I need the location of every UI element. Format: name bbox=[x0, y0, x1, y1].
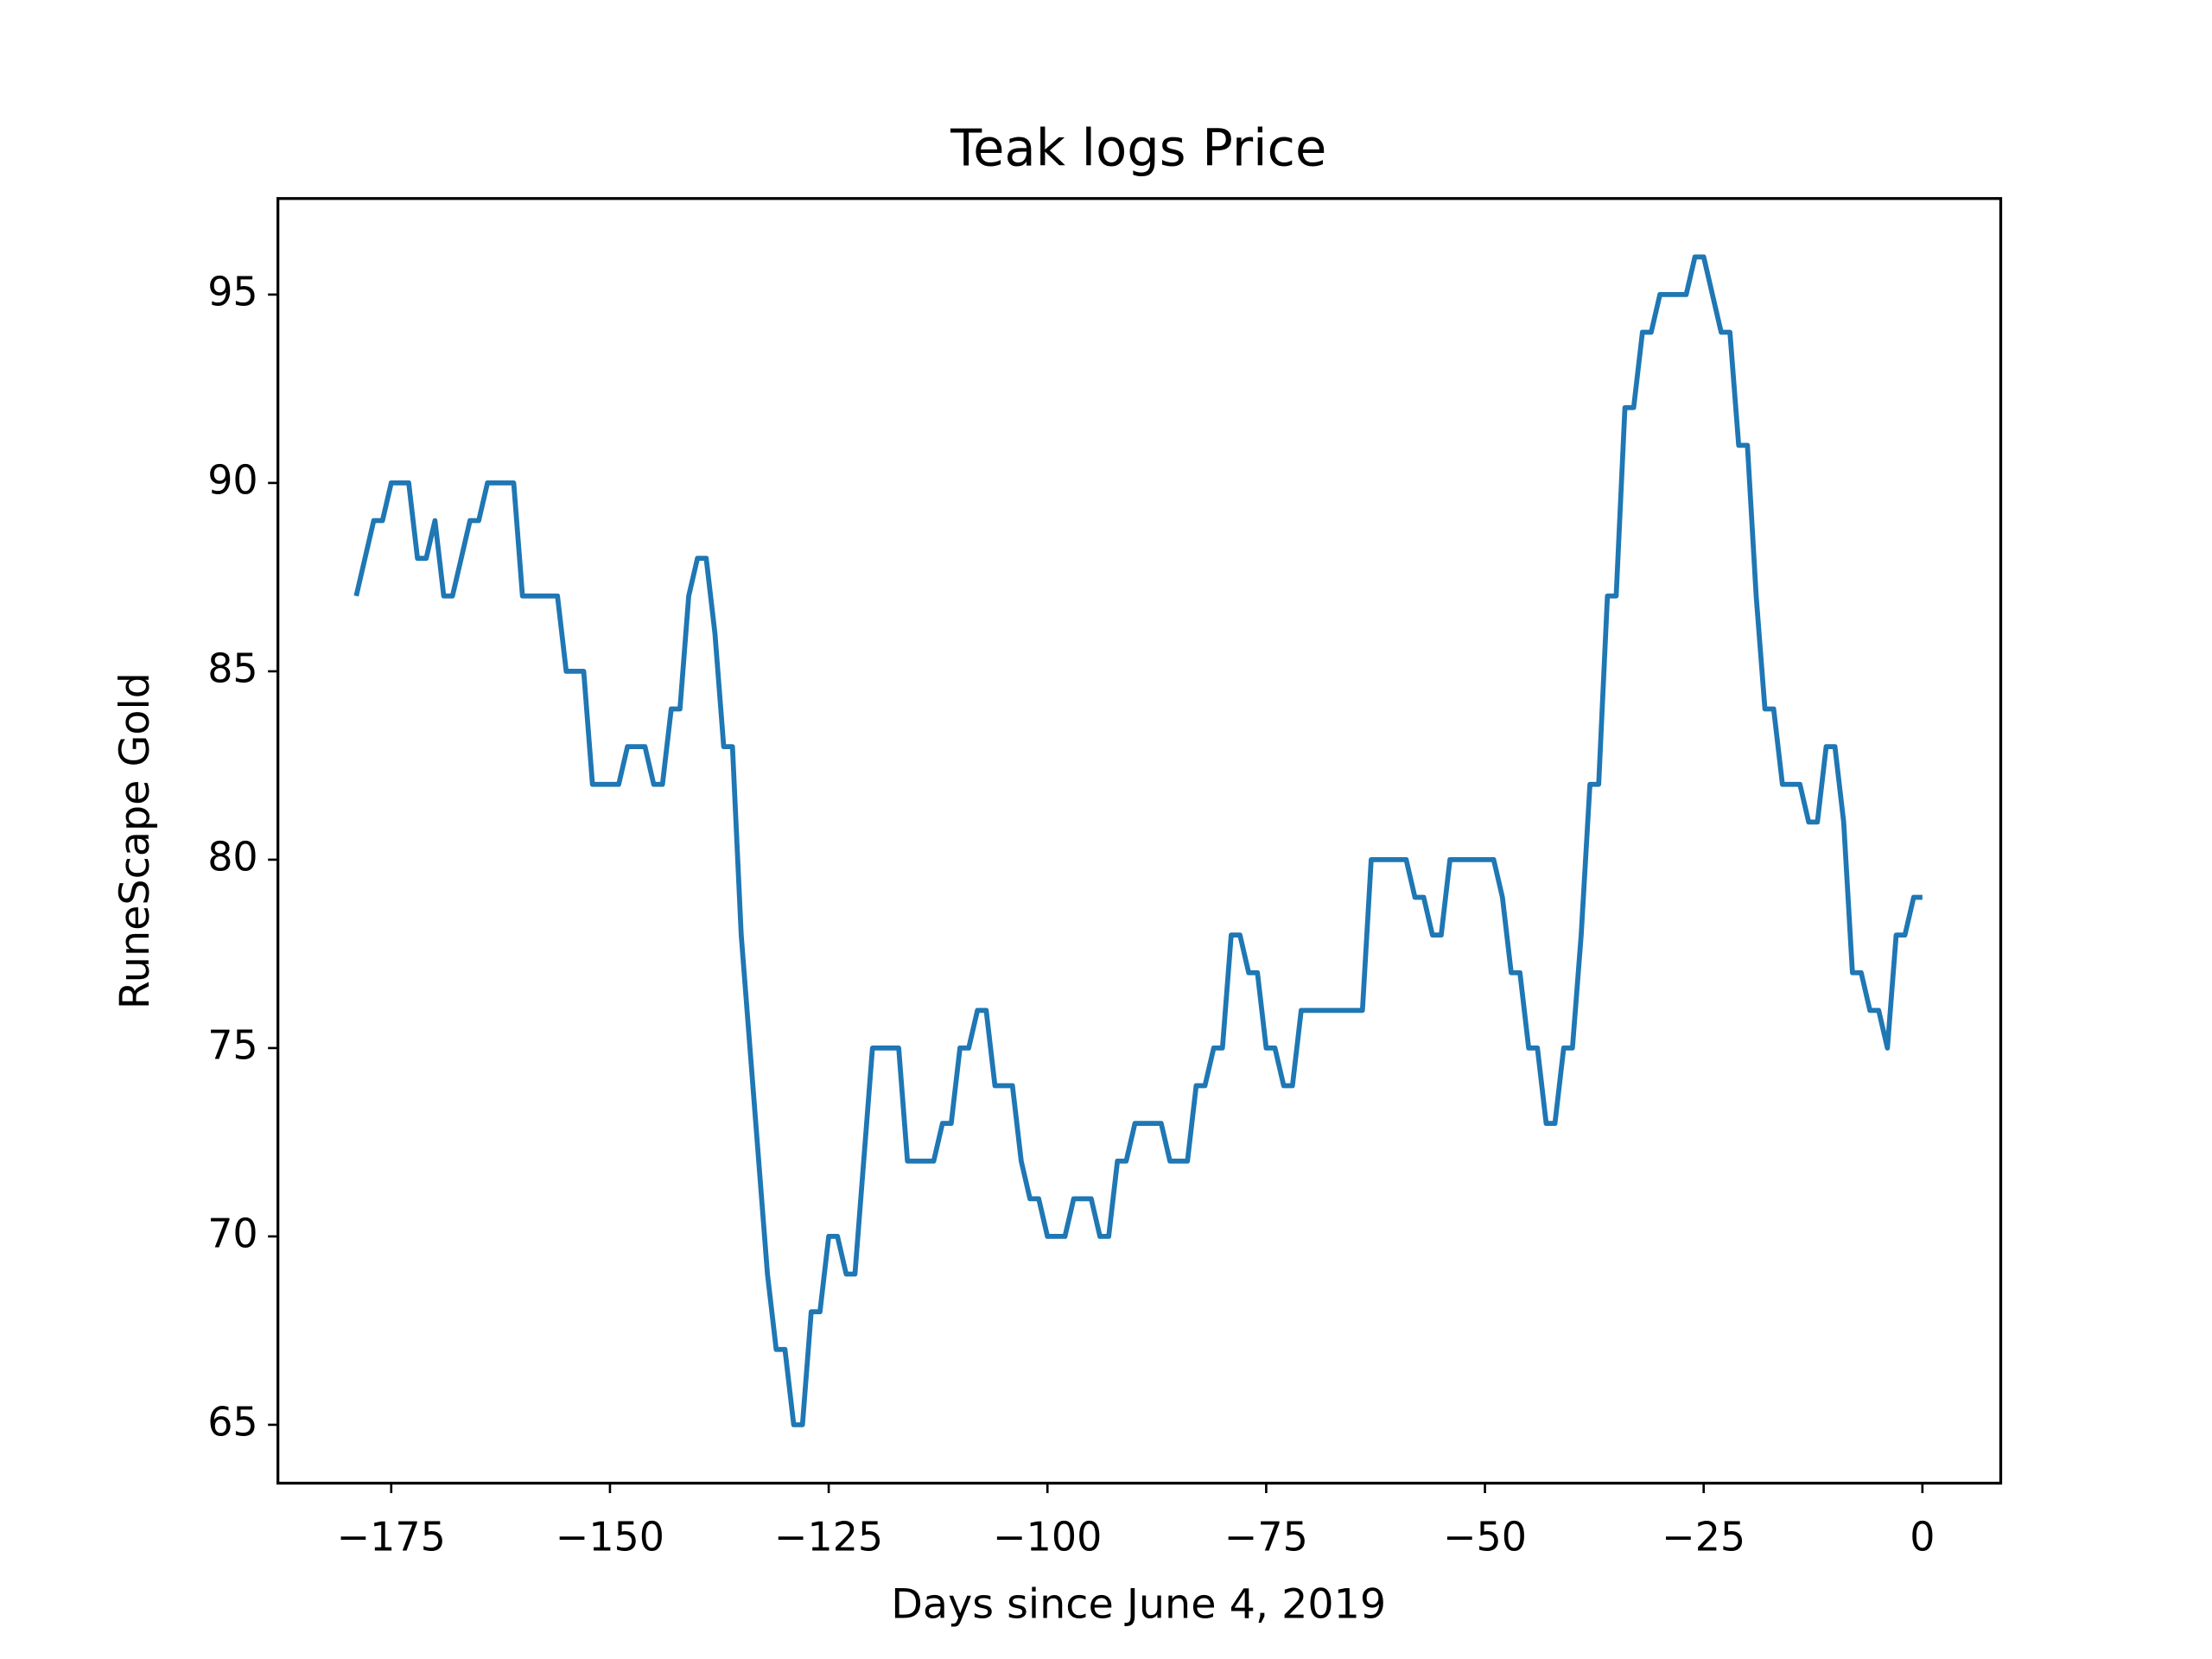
x-tick-label: −25 bbox=[1662, 1514, 1745, 1560]
x-tick-label: −125 bbox=[774, 1514, 883, 1560]
x-axis-label: Days since June 4, 2019 bbox=[891, 1580, 1386, 1628]
x-tick-label: −100 bbox=[993, 1514, 1102, 1560]
y-tick-label: 70 bbox=[207, 1210, 257, 1256]
y-tick-label: 85 bbox=[207, 645, 257, 691]
y-tick-label: 95 bbox=[207, 268, 257, 315]
y-axis-label: RuneScape Gold bbox=[111, 672, 159, 1009]
y-tick-label: 80 bbox=[207, 833, 257, 880]
x-tick-label: −75 bbox=[1224, 1514, 1308, 1560]
y-tick-label: 65 bbox=[207, 1398, 257, 1445]
plot-frame bbox=[276, 197, 2003, 1485]
x-tick-label: −50 bbox=[1443, 1514, 1527, 1560]
y-tick-label: 90 bbox=[207, 456, 257, 503]
chart-title: Teak logs Price bbox=[950, 118, 1326, 178]
x-tick-label: −150 bbox=[556, 1514, 664, 1560]
y-tick-label: 75 bbox=[207, 1021, 257, 1068]
price-line bbox=[353, 254, 1923, 1427]
x-tick-label: 0 bbox=[1910, 1514, 1935, 1560]
x-tick-label: −175 bbox=[337, 1514, 446, 1560]
